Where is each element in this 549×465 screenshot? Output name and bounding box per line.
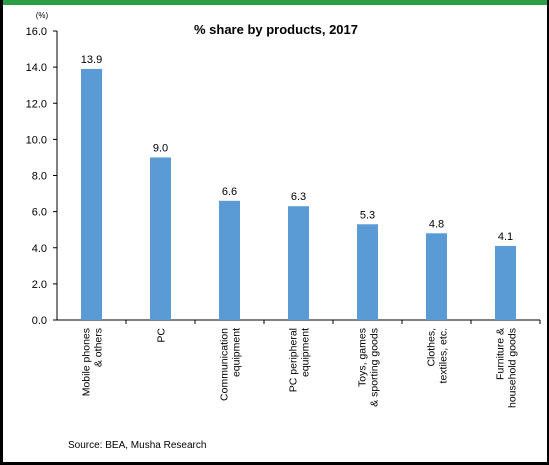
y-tick-label: 2.0 xyxy=(32,279,47,291)
data-label: 13.9 xyxy=(81,54,102,66)
x-tick-label-line: PC xyxy=(156,328,168,343)
data-label: 4.1 xyxy=(498,231,513,243)
x-tick-label-line: PC peripheral xyxy=(288,328,300,392)
data-label: 6.3 xyxy=(291,191,306,203)
source-note: Source: BEA, Musha Research xyxy=(68,440,206,451)
bar xyxy=(288,206,309,320)
x-tick-label-line: Clothes, xyxy=(426,328,438,367)
x-tick-label-line: equipment xyxy=(300,328,312,377)
x-tick-label: Clothes,textiles, etc. xyxy=(426,328,450,383)
bars-group: 13.9 9.0 6.6 6.3 5.3 4.8 4.1 xyxy=(81,54,541,324)
bar xyxy=(81,68,102,321)
x-tick-label: PC peripheralequipment xyxy=(288,328,312,392)
y-tick-label: 12.0 xyxy=(26,98,47,110)
x-tick-label-line: Furniture & xyxy=(495,328,507,380)
bar xyxy=(219,200,240,320)
data-label: 6.6 xyxy=(222,186,237,198)
data-label: 9.0 xyxy=(153,142,168,154)
y-unit-label: (%) xyxy=(36,11,49,20)
x-tick-label: Communicationequipment xyxy=(219,328,243,401)
y-tick-label: 16.0 xyxy=(26,26,47,38)
bar xyxy=(150,157,171,320)
x-tick-label-line: Toys, games xyxy=(357,328,369,387)
x-tick-label-line: & others xyxy=(93,328,105,367)
y-tick-label: 6.0 xyxy=(32,207,47,219)
chart-title: % share by products, 2017 xyxy=(194,22,358,37)
bar xyxy=(426,233,447,320)
data-label: 4.8 xyxy=(429,218,444,230)
y-tick-label: 10.0 xyxy=(26,134,47,146)
y-tick-label: 14.0 xyxy=(26,62,47,74)
x-tick-label-line: equipment xyxy=(231,328,243,377)
x-tick-label: Toys, games& sporting goods xyxy=(357,328,381,407)
category-labels: Mobile phones& others PC Communicationequi… xyxy=(81,328,519,408)
y-tick-label: 4.0 xyxy=(32,243,47,255)
x-tick-label: PC xyxy=(156,328,168,343)
x-tick-label-line: household goods xyxy=(507,328,519,408)
x-tick-label-line: textiles, etc. xyxy=(438,328,450,383)
data-label: 5.3 xyxy=(360,209,375,221)
top-accent-bar xyxy=(0,0,549,5)
bar xyxy=(357,224,378,320)
x-tick-label: Furniture &household goods xyxy=(495,328,519,408)
x-tick-label: Mobile phones& others xyxy=(81,328,105,396)
x-tick-label-line: Mobile phones xyxy=(81,328,93,396)
x-tick-label-line: Communication xyxy=(219,328,231,401)
y-tick-label: 0.0 xyxy=(32,315,47,327)
bar xyxy=(495,245,516,320)
y-axis-ticks: 0.0 2.0 4.0 6.0 8.0 10.0 12.0 14.0 16.0 xyxy=(26,26,57,327)
x-tick-label-line: & sporting goods xyxy=(369,328,381,407)
y-tick-label: 8.0 xyxy=(32,171,47,183)
